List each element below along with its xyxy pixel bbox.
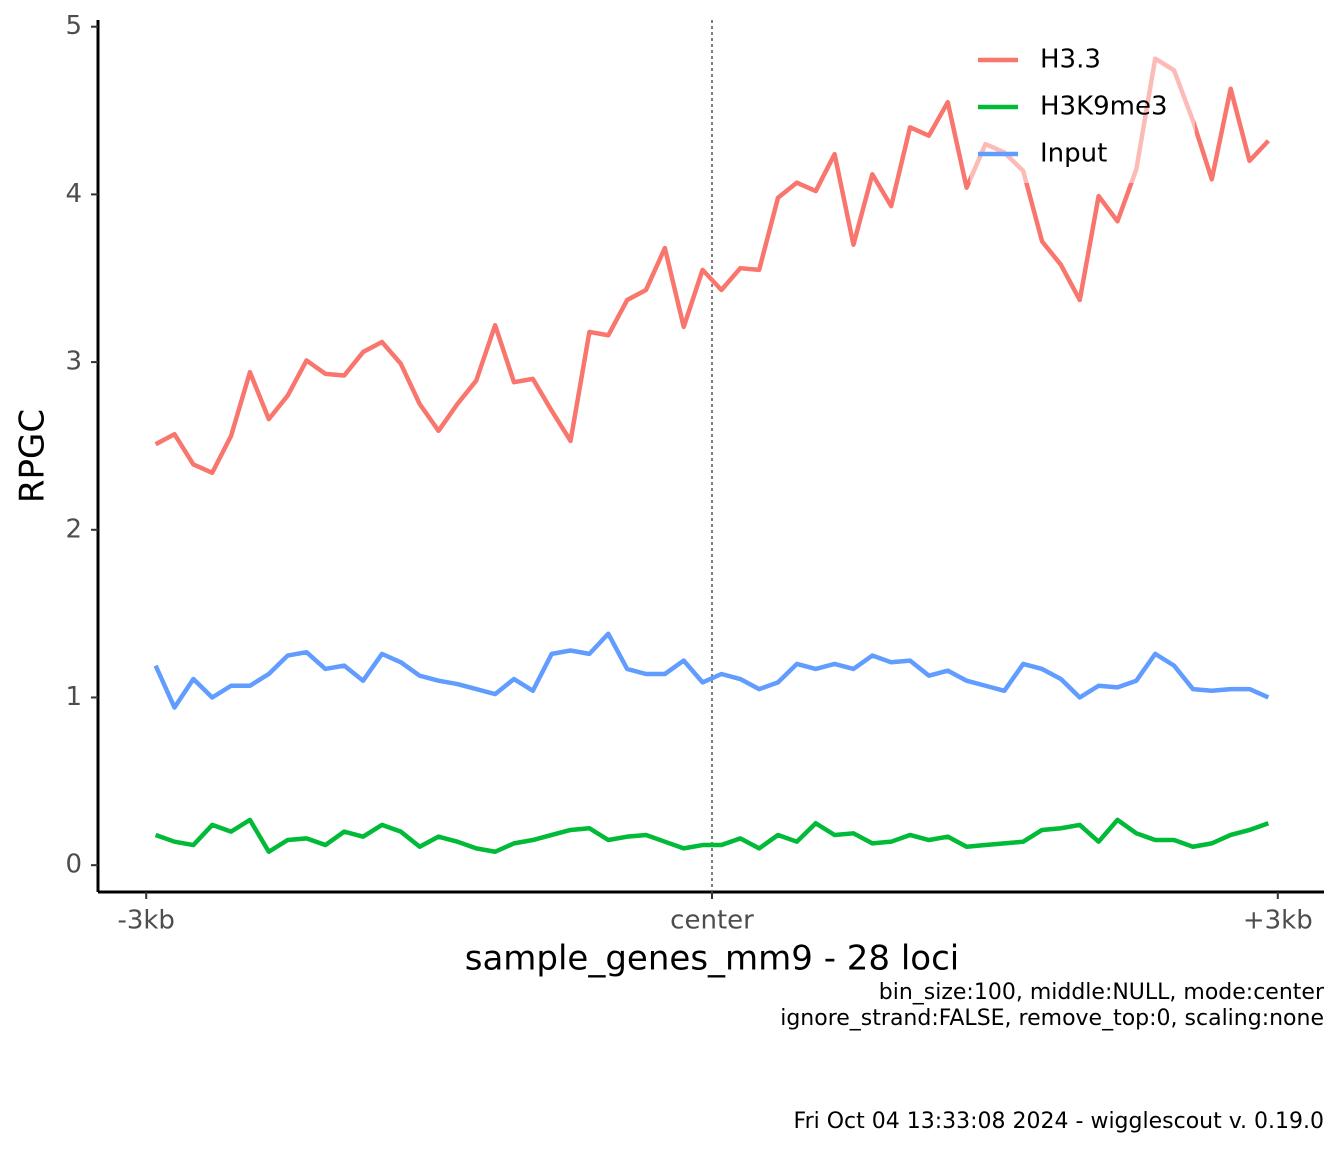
y-tick-label: 1: [65, 682, 82, 712]
legend-label: H3.3: [1040, 45, 1101, 75]
x-axis-label: sample_genes_mm9 - 28 loci: [465, 939, 960, 979]
y-tick-label: 4: [65, 179, 82, 209]
legend-label: Input: [1040, 139, 1107, 169]
x-tick-label: -3kb: [117, 906, 174, 936]
x-tick-label: center: [670, 906, 754, 936]
series-line: [154, 817, 1270, 855]
y-tick-label: 0: [65, 850, 82, 880]
footer: Fri Oct 04 13:33:08 2024 - wigglescout v…: [794, 1109, 1324, 1134]
y-tick-label: 2: [65, 514, 82, 544]
y-tick-label: 5: [65, 11, 82, 41]
legend-label: H3K9me3: [1040, 92, 1168, 122]
caption: bin_size:100, middle:NULL, mode:center: [879, 980, 1325, 1005]
y-axis-label: RPGC: [13, 409, 53, 503]
y-tick-label: 3: [65, 347, 82, 377]
caption: ignore_strand:FALSE, remove_top:0, scali…: [780, 1006, 1324, 1031]
series-line: [153, 631, 1270, 710]
x-tick-label: +3kb: [1243, 906, 1313, 936]
series-line: [154, 56, 1271, 476]
